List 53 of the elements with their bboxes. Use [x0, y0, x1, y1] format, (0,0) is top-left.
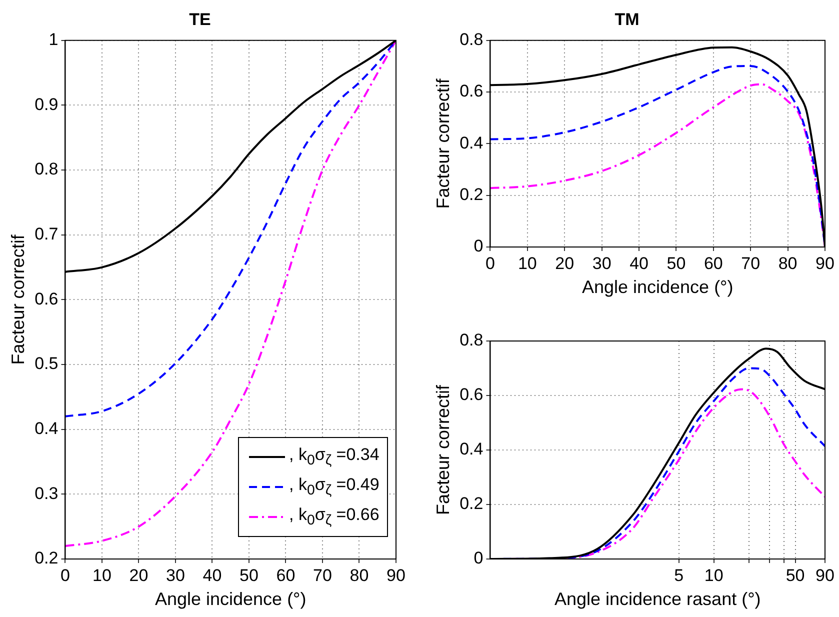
y-axis-title: Facteur correctif — [8, 234, 28, 365]
y-tick-label: 0.4 — [34, 419, 58, 438]
y-tick-label: 0.7 — [34, 224, 58, 244]
legend-label: , k$_{0}$σ$_{ζ}$ =0.49 — [289, 475, 380, 499]
y-tick-label: 0.9 — [34, 94, 58, 114]
x-tick-label: 50 — [786, 566, 805, 585]
y-tick-label: 0.8 — [34, 160, 58, 179]
x-tick-label: 50 — [240, 566, 258, 585]
x-tick-label: 40 — [630, 254, 648, 273]
y-tick-label: 0.5 — [34, 354, 58, 374]
x-tick-label: 30 — [592, 254, 612, 273]
legend-label: , k$_{0}$σ$_{ζ}$ =0.66 — [289, 505, 380, 529]
x-tick-label: 80 — [350, 566, 369, 585]
x-tick-label: 60 — [276, 566, 296, 585]
x-tick-label: 70 — [313, 566, 332, 585]
x-tick-label: 90 — [816, 254, 834, 273]
y-tick-label: 0.2 — [34, 548, 58, 568]
y-tick-label: 0.8 — [460, 330, 484, 350]
y-tick-label: 0.8 — [460, 30, 484, 50]
x-tick-label: 10 — [704, 566, 724, 585]
y-tick-label: 0.4 — [460, 133, 484, 152]
line-series — [65, 40, 396, 548]
x-tick-label: 30 — [166, 566, 185, 585]
y-tick-label: 1 — [48, 30, 58, 50]
x-tick-label: 10 — [518, 254, 537, 273]
x-tick-label: 20 — [129, 566, 148, 585]
x-axis-title: Angle incidence (°) — [154, 589, 306, 610]
x-tick-label: 40 — [202, 566, 222, 585]
x-tick-label: 80 — [778, 254, 798, 273]
y-tick-label: 0.3 — [34, 484, 58, 503]
x-axis-title: Angle incidence (°) — [582, 277, 734, 298]
y-tick-label: 0.4 — [460, 440, 484, 459]
y-axis-title: Facteur correctif — [432, 78, 453, 209]
x-tick-label: 50 — [666, 254, 686, 273]
chart-title: TM — [614, 10, 640, 29]
x-tick-label: 90 — [816, 566, 834, 585]
x-tick-label: 20 — [555, 254, 574, 273]
x-axis-title: Angle incidence rasant (°) — [554, 589, 761, 610]
y-tick-label: 0.6 — [34, 289, 58, 308]
x-tick-label: 10 — [92, 566, 112, 585]
y-axis-title: Facteur correctif — [432, 384, 453, 516]
y-tick-label: 0.2 — [460, 494, 484, 514]
x-tick-label: 60 — [704, 254, 723, 273]
x-tick-label: 70 — [741, 254, 760, 273]
y-tick-label: 0 — [474, 236, 484, 256]
y-tick-label: 0.6 — [460, 82, 484, 101]
y-tick-label: 0.6 — [460, 385, 484, 404]
y-tick-label: 0.2 — [460, 185, 484, 204]
legend-label: , k$_{0}$σ$_{ζ}$ =0.34 — [289, 445, 380, 469]
x-tick-label: 90 — [386, 566, 406, 585]
chart-title: TE — [189, 10, 211, 29]
x-tick-label: 5 — [674, 566, 684, 585]
y-tick-label: 0 — [474, 548, 484, 568]
